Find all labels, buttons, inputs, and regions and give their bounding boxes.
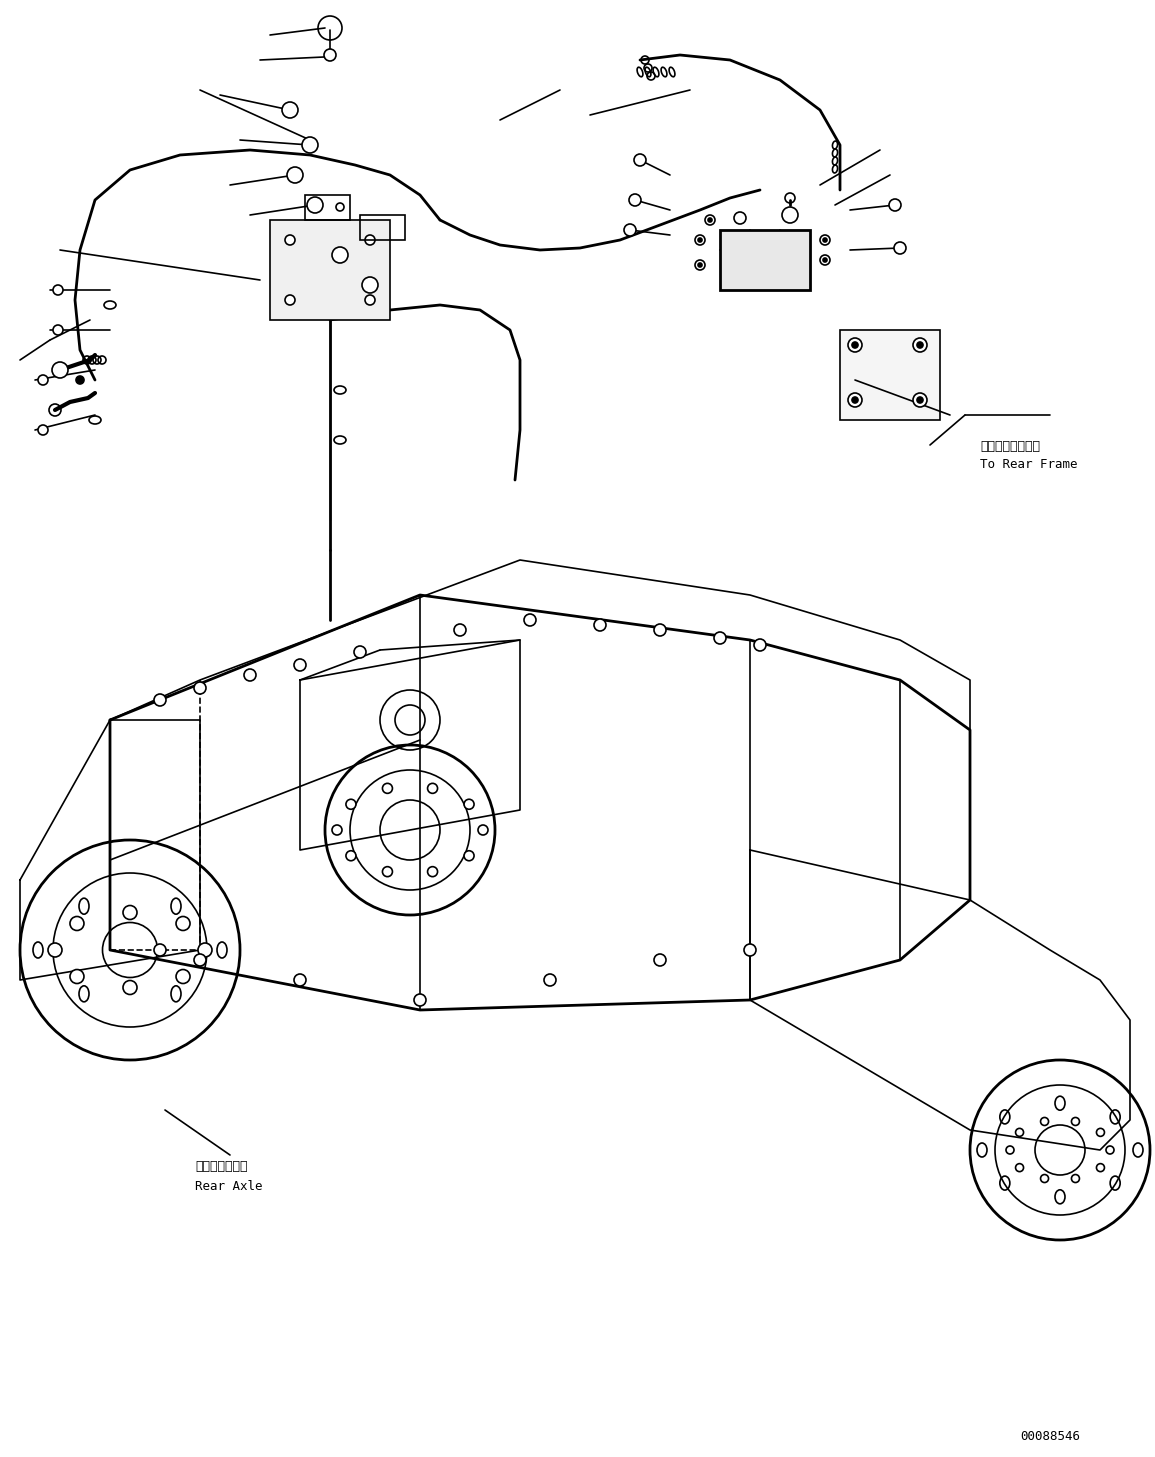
Circle shape	[282, 102, 298, 118]
Circle shape	[285, 294, 295, 305]
Circle shape	[889, 200, 901, 211]
Circle shape	[1006, 1147, 1014, 1154]
Circle shape	[698, 237, 702, 242]
Circle shape	[654, 954, 666, 966]
Circle shape	[365, 294, 375, 305]
Circle shape	[820, 255, 830, 265]
Circle shape	[427, 784, 438, 794]
Text: 00088546: 00088546	[1020, 1429, 1080, 1442]
Circle shape	[176, 916, 191, 931]
Circle shape	[1015, 1128, 1023, 1136]
Circle shape	[654, 624, 666, 637]
Circle shape	[301, 137, 318, 153]
Circle shape	[176, 969, 191, 983]
Circle shape	[1072, 1118, 1080, 1125]
Circle shape	[346, 800, 356, 809]
Circle shape	[244, 669, 256, 680]
Circle shape	[286, 168, 303, 184]
Circle shape	[70, 916, 84, 931]
Bar	[840, 329, 940, 420]
Text: To Rear Frame: To Rear Frame	[979, 457, 1078, 471]
Circle shape	[295, 659, 306, 672]
Circle shape	[154, 944, 166, 956]
Circle shape	[76, 376, 84, 385]
Circle shape	[695, 235, 705, 245]
Circle shape	[427, 867, 438, 877]
Circle shape	[382, 867, 393, 877]
Circle shape	[1096, 1128, 1104, 1136]
Circle shape	[852, 396, 858, 404]
Circle shape	[1015, 1164, 1023, 1171]
Circle shape	[198, 943, 213, 957]
Circle shape	[53, 325, 64, 335]
Circle shape	[1041, 1118, 1049, 1125]
Circle shape	[912, 393, 927, 407]
Circle shape	[714, 632, 726, 644]
Circle shape	[382, 784, 393, 794]
Circle shape	[695, 259, 705, 270]
Circle shape	[754, 640, 766, 651]
Circle shape	[698, 264, 702, 267]
Circle shape	[524, 613, 536, 627]
Circle shape	[1041, 1174, 1049, 1183]
Circle shape	[705, 216, 715, 224]
Circle shape	[194, 954, 206, 966]
Circle shape	[848, 338, 862, 353]
Circle shape	[1096, 1164, 1104, 1171]
Circle shape	[464, 851, 474, 861]
Circle shape	[353, 645, 366, 659]
Circle shape	[331, 825, 342, 835]
Circle shape	[824, 258, 827, 262]
Circle shape	[820, 235, 830, 245]
Circle shape	[285, 235, 295, 245]
Bar	[305, 195, 350, 220]
Circle shape	[824, 237, 827, 242]
Circle shape	[70, 969, 84, 983]
Circle shape	[331, 248, 348, 264]
Text: Rear Axle: Rear Axle	[195, 1180, 262, 1193]
Text: リヤーアクスル: リヤーアクスル	[195, 1160, 247, 1173]
Bar	[270, 220, 390, 321]
Circle shape	[544, 973, 556, 986]
Circle shape	[365, 235, 375, 245]
Circle shape	[413, 994, 426, 1005]
Circle shape	[194, 682, 206, 694]
Circle shape	[346, 851, 356, 861]
Circle shape	[49, 943, 62, 957]
Circle shape	[848, 393, 862, 407]
Circle shape	[464, 800, 474, 809]
Circle shape	[1106, 1147, 1115, 1154]
Circle shape	[1072, 1174, 1080, 1183]
Circle shape	[38, 374, 49, 385]
Circle shape	[917, 396, 923, 404]
Bar	[720, 230, 810, 290]
Circle shape	[912, 338, 927, 353]
Circle shape	[53, 286, 64, 294]
Circle shape	[295, 973, 306, 986]
Circle shape	[307, 197, 323, 213]
Circle shape	[624, 224, 636, 236]
Circle shape	[744, 944, 757, 956]
Circle shape	[852, 342, 858, 348]
Circle shape	[325, 50, 336, 61]
Circle shape	[122, 905, 137, 919]
Circle shape	[154, 694, 166, 707]
Circle shape	[594, 619, 606, 631]
Circle shape	[38, 425, 49, 436]
Circle shape	[634, 154, 646, 166]
Circle shape	[52, 361, 68, 377]
Circle shape	[362, 277, 378, 293]
Text: リヤーフレームへ: リヤーフレームへ	[979, 440, 1040, 453]
Circle shape	[478, 825, 489, 835]
Circle shape	[629, 194, 641, 205]
Circle shape	[122, 981, 137, 995]
Circle shape	[917, 342, 923, 348]
Circle shape	[708, 219, 711, 221]
Circle shape	[894, 242, 906, 254]
Bar	[360, 216, 405, 240]
Circle shape	[454, 624, 465, 637]
